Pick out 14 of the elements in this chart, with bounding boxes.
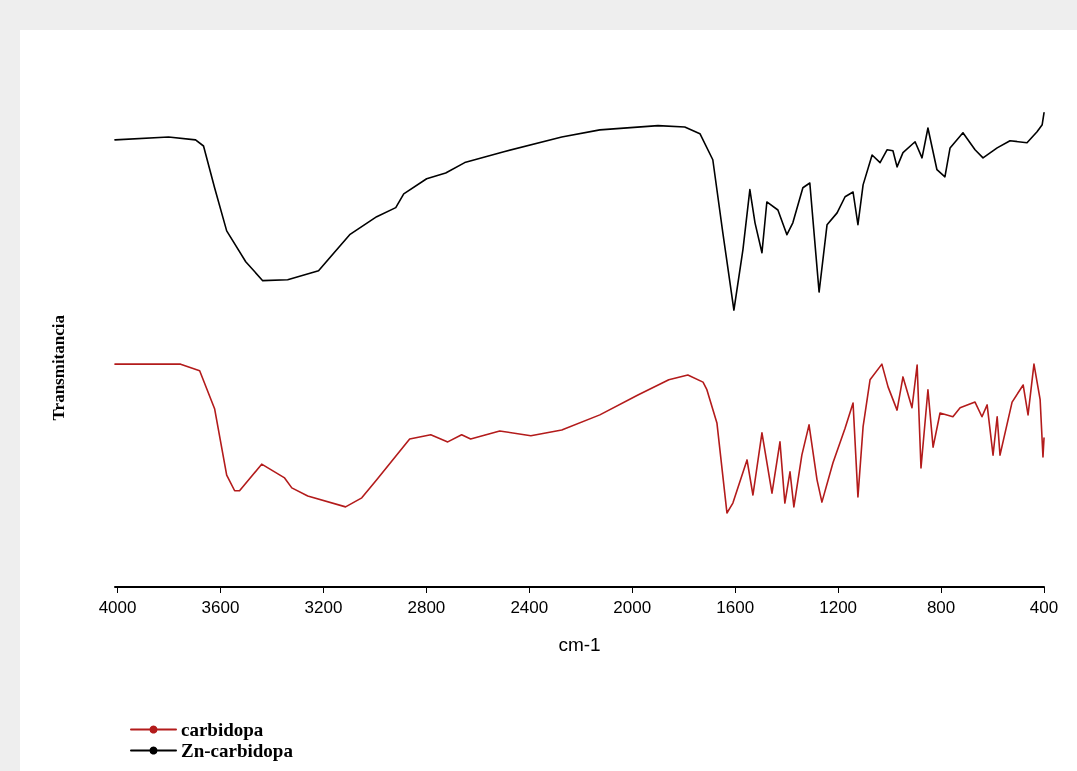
x-tick-label: 800 [926,598,956,617]
x-tick-label: 3200 [304,598,343,617]
x-tick-label: 3600 [201,598,240,617]
x-tick-label: 400 [1029,598,1059,617]
x-tick-label: 2000 [613,598,652,617]
x-tick-label: 1600 [716,598,755,617]
legend-label: Zn-carbidopa [181,740,294,761]
x-tick-label: 2400 [510,598,549,617]
x-tick-label: 4000 [98,598,137,617]
y-axis-title: Transmitancia [49,314,68,421]
x-axis-title: cm-1 [558,634,601,655]
legend-label: carbidopa [181,719,264,740]
x-tick-label: 1200 [819,598,858,617]
x-tick-label: 2800 [407,598,446,617]
